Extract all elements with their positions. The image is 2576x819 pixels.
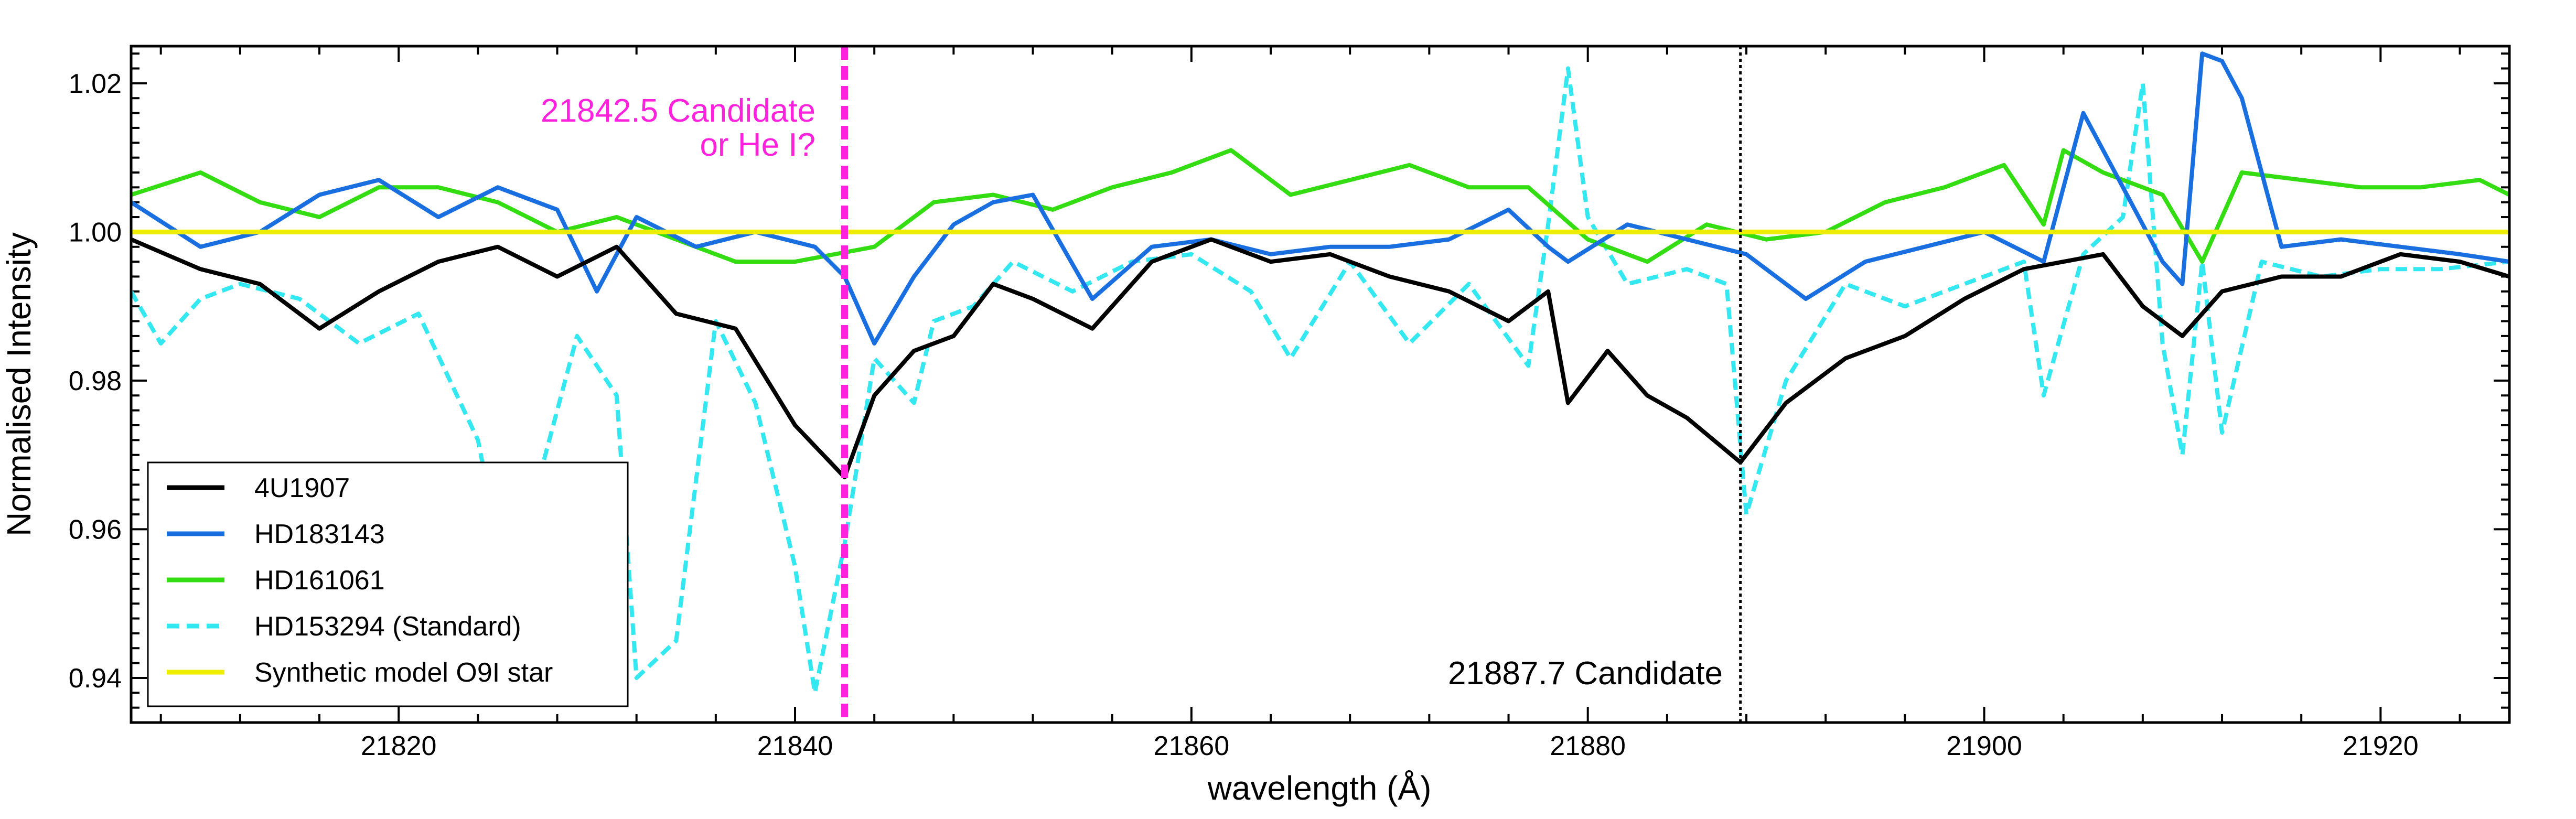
y-tick-label: 0.98 [69,366,122,396]
legend-box [147,461,629,707]
y-tick-labels: 0.94 0.96 0.98 1.00 1.02 [69,69,122,694]
legend-label: HD161061 [254,565,385,596]
candidate-lines [841,46,1742,723]
x-tick-label: 21840 [757,731,833,761]
axis-ticks [131,46,2509,724]
legend-label: 4U1907 [254,473,350,503]
annotation-candidate-2: 21887.7 Candidate [1448,655,1723,692]
legend-label: HD153294 (Standard) [254,611,521,642]
annotation-candidate-1-line2: or He I? [700,127,815,163]
y-axis-title: Normalised Intensity [0,232,38,536]
x-tick-label: 21920 [2343,731,2419,761]
plot-area [131,51,2509,695]
series-line-3 [131,66,2509,695]
series-line-0 [131,237,2509,480]
y-tick-label: 1.02 [69,69,122,99]
y-tick-label: 0.96 [69,514,122,545]
x-tick-label: 21820 [361,731,437,761]
x-tick-label: 21900 [1946,731,2022,761]
legend-label: HD183143 [254,519,385,549]
annotation-candidate-1-line1: 21842.5 Candidate [541,93,815,129]
y-tick-label: 0.94 [69,663,122,694]
plot-frame [130,45,2511,724]
legend-label: Synthetic model O9I star [254,658,553,688]
series-line-1 [131,51,2509,346]
y-tick-label: 1.00 [69,217,122,247]
x-tick-labels: 21820 21840 21860 21880 21900 21920 [361,731,2419,761]
x-tick-label: 21880 [1550,731,1626,761]
legend: 4U1907 HD183143 HD161061 HD153294 (Standard… [147,461,629,707]
x-axis-title: wavelength (Å) [1207,769,1432,807]
x-tick-label: 21860 [1154,731,1230,761]
